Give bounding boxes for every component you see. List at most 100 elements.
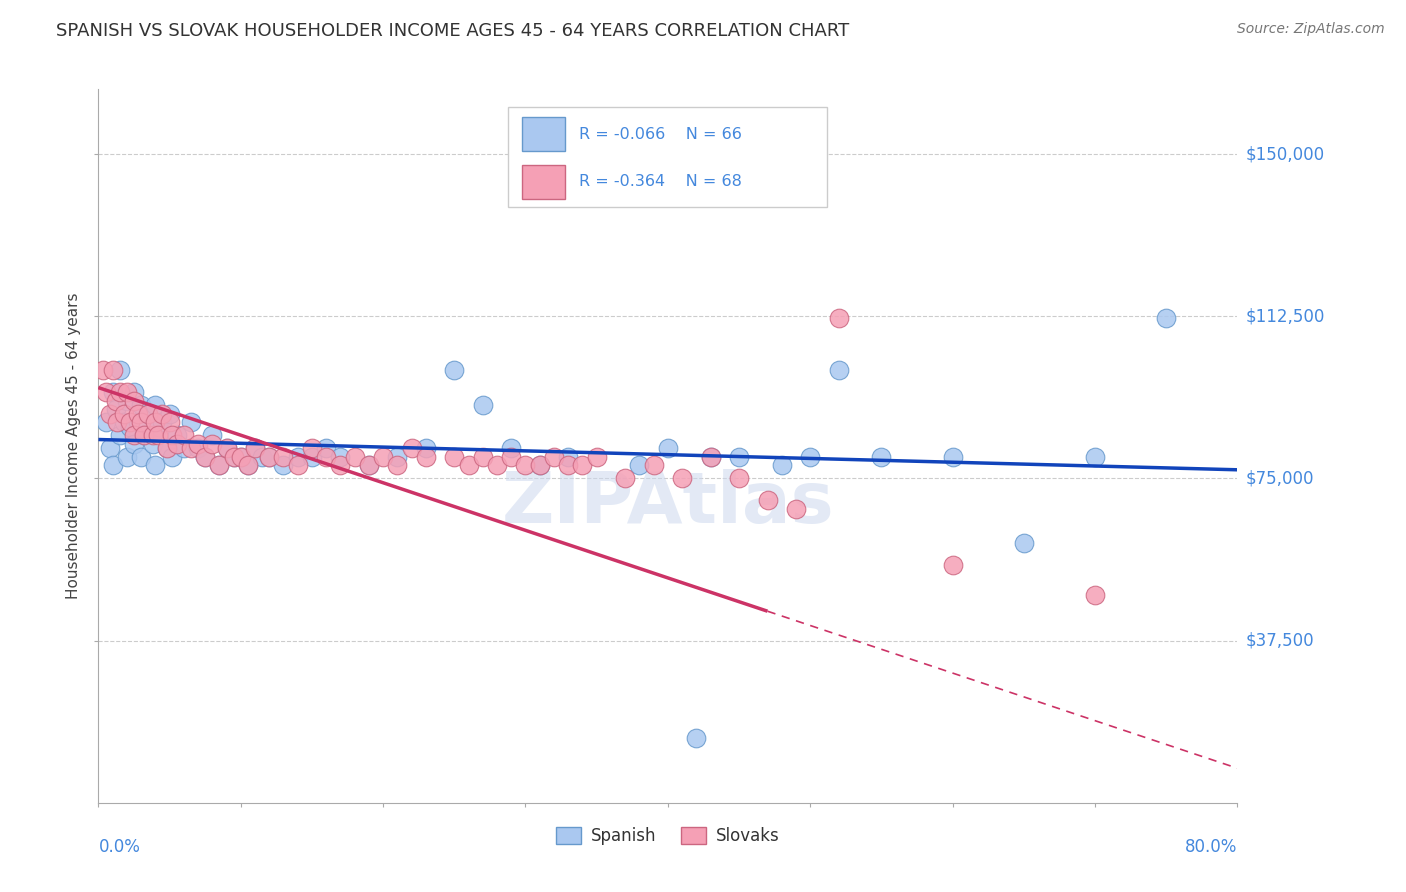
- Point: [194, 450, 217, 464]
- Point: [115, 384, 138, 399]
- Point: [614, 471, 637, 485]
- Point: [1084, 588, 1107, 602]
- Point: [141, 428, 163, 442]
- Point: [699, 450, 721, 464]
- Point: [208, 458, 231, 473]
- Point: [129, 415, 152, 429]
- Point: [229, 450, 252, 464]
- Point: [571, 458, 593, 473]
- Point: [387, 450, 409, 464]
- Point: [273, 458, 295, 473]
- Text: Source: ZipAtlas.com: Source: ZipAtlas.com: [1237, 22, 1385, 37]
- Point: [127, 415, 149, 429]
- Point: [942, 558, 965, 572]
- Text: R = -0.066    N = 66: R = -0.066 N = 66: [579, 127, 742, 142]
- Point: [91, 363, 114, 377]
- Point: [101, 363, 124, 377]
- Point: [98, 407, 121, 421]
- Point: [148, 428, 170, 442]
- Point: [180, 441, 202, 455]
- Point: [118, 419, 141, 434]
- Point: [287, 458, 309, 473]
- Point: [118, 415, 141, 429]
- Point: [180, 415, 202, 429]
- Point: [315, 450, 337, 464]
- Point: [301, 441, 323, 455]
- FancyBboxPatch shape: [509, 107, 827, 207]
- Point: [785, 501, 807, 516]
- FancyBboxPatch shape: [522, 165, 565, 199]
- Point: [942, 450, 965, 464]
- Point: [799, 450, 821, 464]
- Point: [115, 450, 138, 464]
- Point: [122, 437, 145, 451]
- Point: [145, 415, 167, 429]
- Point: [108, 363, 131, 377]
- Point: [250, 450, 273, 464]
- Text: R = -0.364    N = 68: R = -0.364 N = 68: [579, 175, 742, 189]
- Point: [94, 384, 117, 399]
- Point: [501, 450, 523, 464]
- Point: [152, 415, 174, 429]
- Point: [187, 437, 209, 451]
- Legend: Spanish, Slovaks: Spanish, Slovaks: [550, 820, 786, 852]
- Point: [208, 458, 231, 473]
- Point: [145, 398, 167, 412]
- Point: [529, 458, 551, 473]
- Point: [1084, 450, 1107, 464]
- Point: [98, 441, 121, 455]
- Point: [156, 441, 179, 455]
- Point: [1154, 311, 1177, 326]
- Point: [129, 450, 152, 464]
- Point: [343, 450, 366, 464]
- Point: [457, 458, 479, 473]
- Point: [273, 450, 295, 464]
- Point: [136, 407, 159, 421]
- Point: [543, 450, 565, 464]
- Point: [173, 441, 195, 455]
- Point: [657, 441, 679, 455]
- Point: [101, 458, 124, 473]
- Point: [122, 393, 145, 408]
- Text: 0.0%: 0.0%: [98, 838, 141, 856]
- Point: [159, 415, 181, 429]
- Text: $150,000: $150,000: [1246, 145, 1324, 163]
- Point: [471, 398, 494, 412]
- Point: [643, 458, 665, 473]
- Point: [201, 428, 224, 442]
- Point: [501, 441, 523, 455]
- Y-axis label: Householder Income Ages 45 - 64 years: Householder Income Ages 45 - 64 years: [66, 293, 82, 599]
- Point: [236, 458, 259, 473]
- Point: [122, 428, 145, 442]
- Point: [259, 450, 281, 464]
- Text: $75,000: $75,000: [1246, 469, 1315, 487]
- Point: [243, 441, 266, 455]
- Text: SPANISH VS SLOVAK HOUSEHOLDER INCOME AGES 45 - 64 YEARS CORRELATION CHART: SPANISH VS SLOVAK HOUSEHOLDER INCOME AGE…: [56, 22, 849, 40]
- Point: [173, 428, 195, 442]
- Point: [166, 437, 188, 451]
- Point: [112, 415, 135, 429]
- Point: [357, 458, 380, 473]
- Point: [529, 458, 551, 473]
- Point: [129, 398, 152, 412]
- Point: [148, 419, 170, 434]
- Point: [1012, 536, 1035, 550]
- Point: [770, 458, 793, 473]
- Point: [104, 393, 127, 408]
- Point: [194, 450, 217, 464]
- Point: [104, 402, 127, 417]
- Point: [243, 441, 266, 455]
- Point: [159, 407, 181, 421]
- Point: [357, 458, 380, 473]
- Point: [287, 450, 309, 464]
- Point: [136, 407, 159, 421]
- Point: [215, 441, 238, 455]
- Point: [471, 450, 494, 464]
- Text: $112,500: $112,500: [1246, 307, 1324, 326]
- Point: [222, 450, 245, 464]
- Point: [187, 441, 209, 455]
- Point: [141, 437, 163, 451]
- Point: [870, 450, 893, 464]
- Point: [756, 493, 779, 508]
- Point: [415, 441, 437, 455]
